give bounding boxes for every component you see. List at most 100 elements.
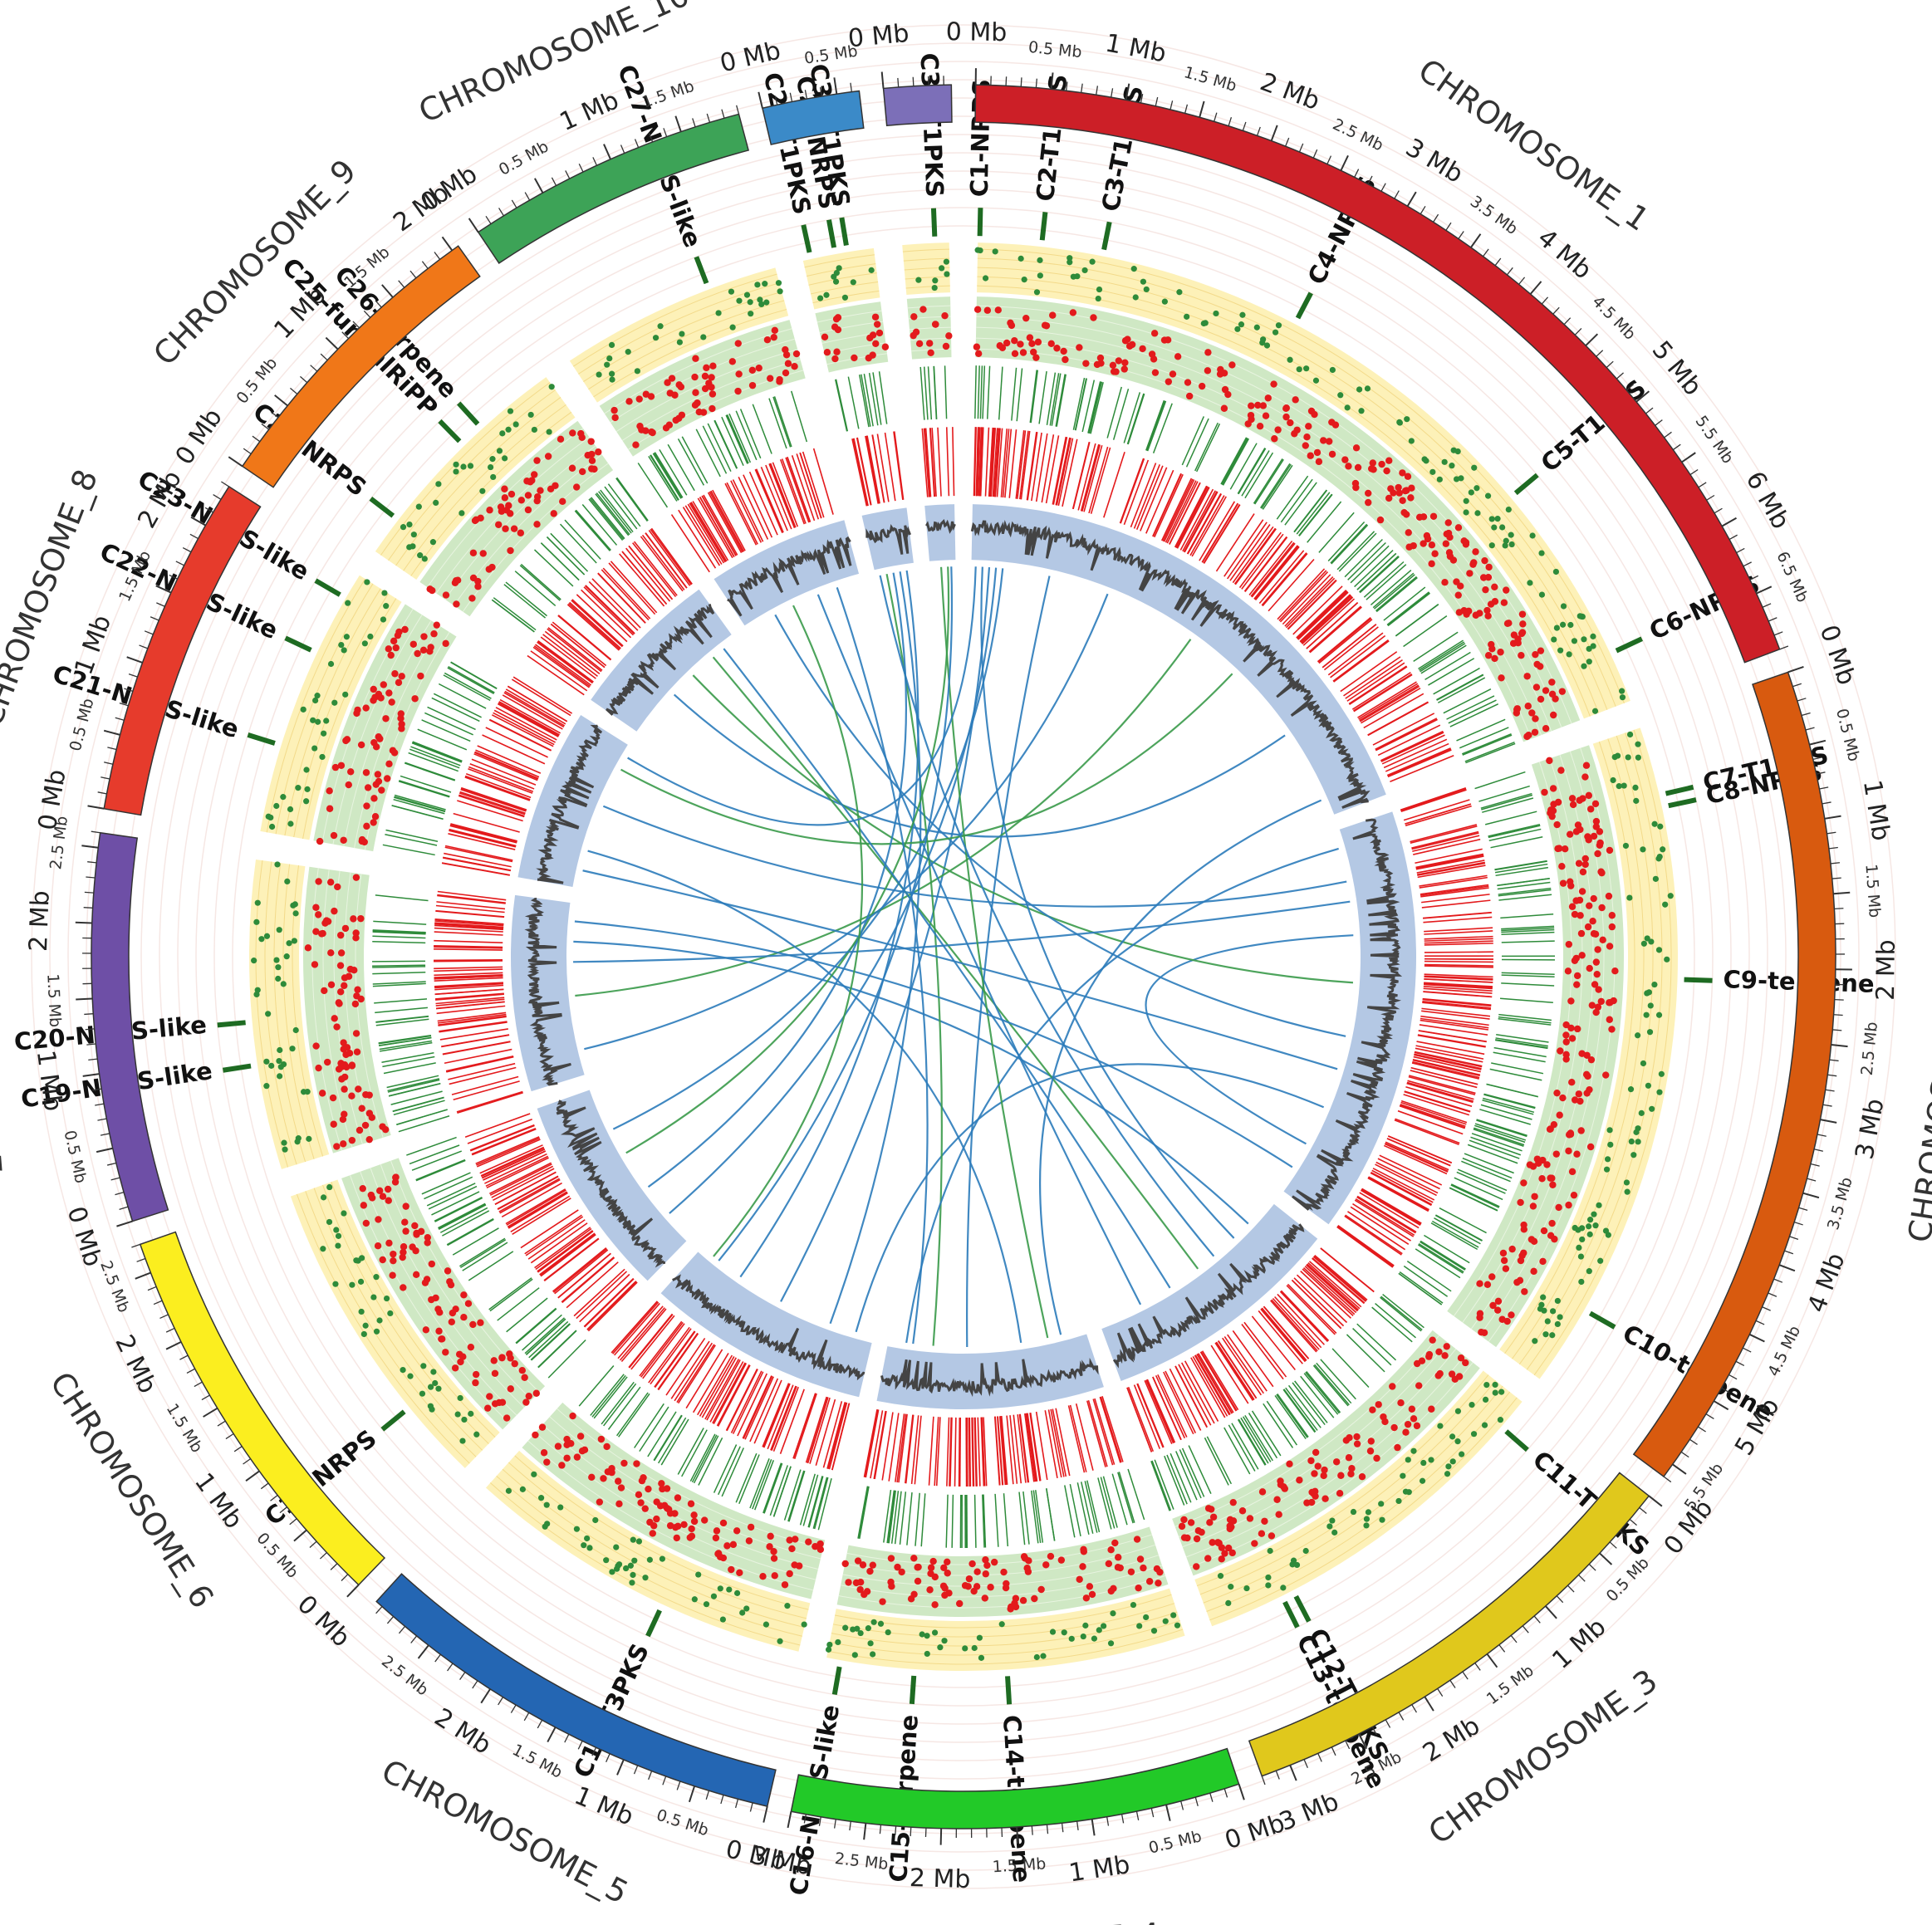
tick-mark <box>233 1446 243 1452</box>
red-line <box>896 1413 907 1483</box>
red-point <box>929 1557 937 1565</box>
red-point <box>833 348 841 355</box>
red-line <box>1258 1310 1303 1364</box>
red-point <box>435 1327 443 1335</box>
tick-mark <box>261 423 270 430</box>
green-point <box>1497 1417 1504 1423</box>
red-point <box>910 331 917 340</box>
green-point <box>1400 1472 1406 1479</box>
green-line <box>1434 1217 1481 1245</box>
red-point <box>390 749 399 757</box>
red-point <box>1376 516 1385 524</box>
tick-label: 0 Mb <box>292 1589 356 1653</box>
green-line <box>412 741 463 762</box>
red-line <box>1395 1118 1460 1144</box>
green-point <box>1287 356 1293 363</box>
red-line <box>1243 536 1287 592</box>
green-band-rule <box>909 326 951 331</box>
green-point <box>1508 541 1515 548</box>
outer-band <box>1499 727 1679 1379</box>
red-point <box>881 343 890 350</box>
green-line <box>1457 1168 1508 1192</box>
red-point <box>646 1518 654 1526</box>
red-line <box>1403 799 1470 821</box>
green-line <box>1350 545 1390 584</box>
red-line <box>1210 1345 1249 1404</box>
red-line <box>640 536 684 592</box>
red-point <box>490 1357 498 1364</box>
red-point <box>1345 463 1352 470</box>
tick-mark <box>1714 507 1723 514</box>
red-point <box>400 1243 408 1251</box>
red-line <box>1347 1211 1406 1251</box>
red-line <box>1227 522 1268 580</box>
red-point <box>1165 378 1173 385</box>
green-point <box>1571 638 1578 644</box>
green-point <box>1419 1477 1426 1484</box>
red-line <box>1423 912 1492 919</box>
green-line <box>372 972 426 975</box>
red-point <box>1527 1236 1536 1243</box>
red-point <box>370 685 377 693</box>
red-point <box>638 426 645 433</box>
red-point <box>1282 413 1290 421</box>
synteny-link <box>602 805 1347 908</box>
green-line <box>388 1082 441 1097</box>
red-point <box>337 949 346 957</box>
red-point <box>1578 952 1586 959</box>
red-line <box>1420 887 1489 898</box>
tick-label: 0.5 Mb <box>233 354 281 407</box>
red-point <box>316 837 324 845</box>
red-line <box>717 1364 751 1427</box>
green-line <box>1467 1144 1518 1164</box>
tick-label: 2.5 Mb <box>378 1652 432 1699</box>
green-point <box>1468 489 1474 496</box>
green-line <box>681 1429 708 1477</box>
green-line <box>415 1159 466 1182</box>
red-point <box>856 1578 865 1586</box>
green-line <box>375 1018 429 1026</box>
red-point <box>343 736 351 743</box>
tick-mark <box>290 387 298 394</box>
tick-mark <box>577 1741 583 1750</box>
tick-mark <box>880 71 885 89</box>
red-line <box>1031 432 1042 502</box>
green-line <box>1382 1293 1424 1329</box>
red-point <box>770 333 777 341</box>
red-line <box>924 428 931 497</box>
green-line <box>421 1172 471 1195</box>
red-line <box>1412 835 1480 852</box>
red-line <box>822 1401 843 1468</box>
red-line <box>1189 495 1225 556</box>
green-point <box>335 1242 341 1249</box>
red-line <box>1424 943 1493 946</box>
green-point <box>1658 1070 1665 1077</box>
chromosome-segment <box>1248 1472 1650 1777</box>
red-line <box>1027 1413 1038 1482</box>
red-point <box>1594 946 1601 953</box>
green-scatter-track <box>249 242 1679 1671</box>
red-point <box>1513 705 1521 713</box>
green-line <box>444 672 492 699</box>
green-line <box>1150 1461 1170 1511</box>
red-point <box>1378 460 1385 468</box>
green-point <box>360 1330 367 1338</box>
green-line <box>1261 463 1292 509</box>
red-point <box>339 1115 347 1124</box>
outer-band-rule <box>296 1193 470 1464</box>
red-line <box>1215 513 1255 572</box>
red-point <box>1442 540 1450 547</box>
red-point <box>400 1248 407 1256</box>
red-line <box>807 1397 829 1463</box>
red-line <box>1251 542 1296 598</box>
red-line <box>1349 666 1408 705</box>
red-point <box>1198 1528 1205 1536</box>
green-point <box>1449 463 1455 469</box>
red-line <box>1375 1163 1437 1197</box>
red-point <box>983 306 992 314</box>
red-point <box>823 348 831 356</box>
red-line <box>434 982 504 989</box>
green-line <box>375 1007 428 1014</box>
red-point <box>432 1294 439 1302</box>
red-line <box>1424 973 1493 978</box>
